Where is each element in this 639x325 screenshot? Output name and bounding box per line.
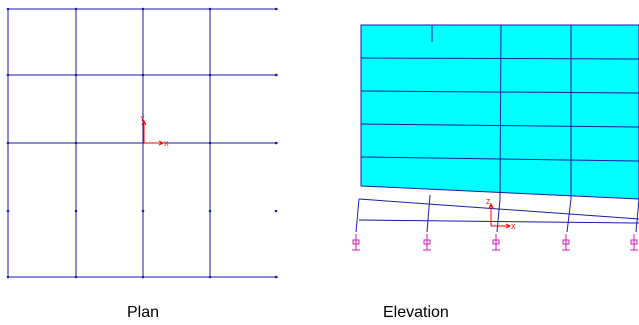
elevation-axis-z-label: Z (486, 199, 491, 206)
plan-node (274, 275, 278, 279)
plan-grid (7, 8, 278, 278)
plan-node (74, 209, 78, 213)
foundation-leg (496, 198, 501, 233)
plan-node (208, 141, 212, 145)
plan-node (208, 209, 212, 213)
plan-axis-x-label: X (164, 141, 169, 148)
plan-node (208, 7, 212, 11)
plan-node (141, 73, 145, 77)
plan-node (74, 275, 78, 279)
foundation-leg (426, 194, 431, 233)
plan-node (208, 73, 212, 77)
floor-line (360, 90, 639, 94)
plan-node (141, 7, 145, 11)
pinned-support-icon (562, 234, 570, 251)
plan-nodes (6, 7, 278, 279)
pinned-support-icon (352, 234, 360, 251)
plan-node (274, 141, 278, 145)
foundation-leg (355, 198, 360, 233)
plan-node (141, 209, 145, 213)
plan-node (74, 73, 78, 77)
pinned-support-icon (630, 234, 638, 251)
plan-node (6, 275, 10, 279)
plan-view: Y X (6, 7, 278, 279)
elevation-axis-x-label: X (511, 224, 516, 231)
plan-node (208, 275, 212, 279)
plan-node (6, 209, 10, 213)
elevation-view: Z X (352, 24, 639, 251)
plan-axis-y-label: Y (140, 116, 145, 123)
plan-node (274, 7, 278, 11)
plan-node (6, 7, 10, 11)
supports (352, 234, 638, 251)
pinned-support-icon (492, 234, 500, 251)
plan-node (74, 141, 78, 145)
foundation-leg (566, 198, 572, 233)
plan-node (274, 73, 278, 77)
elevation-caption: Elevation (383, 304, 449, 321)
plan-caption: Plan (127, 304, 160, 321)
base-line (358, 219, 639, 224)
plan-axes-icon: Y X (140, 116, 169, 148)
elevation-grid (355, 24, 639, 233)
plan-node (74, 7, 78, 11)
plan-node (6, 73, 10, 77)
pinned-support-icon (423, 234, 431, 251)
elevation-axes-icon: Z X (486, 199, 516, 231)
plan-node (141, 275, 145, 279)
floor-line (360, 57, 639, 60)
plan-node (274, 209, 278, 213)
plan-node (6, 141, 10, 145)
column-line (499, 24, 502, 200)
